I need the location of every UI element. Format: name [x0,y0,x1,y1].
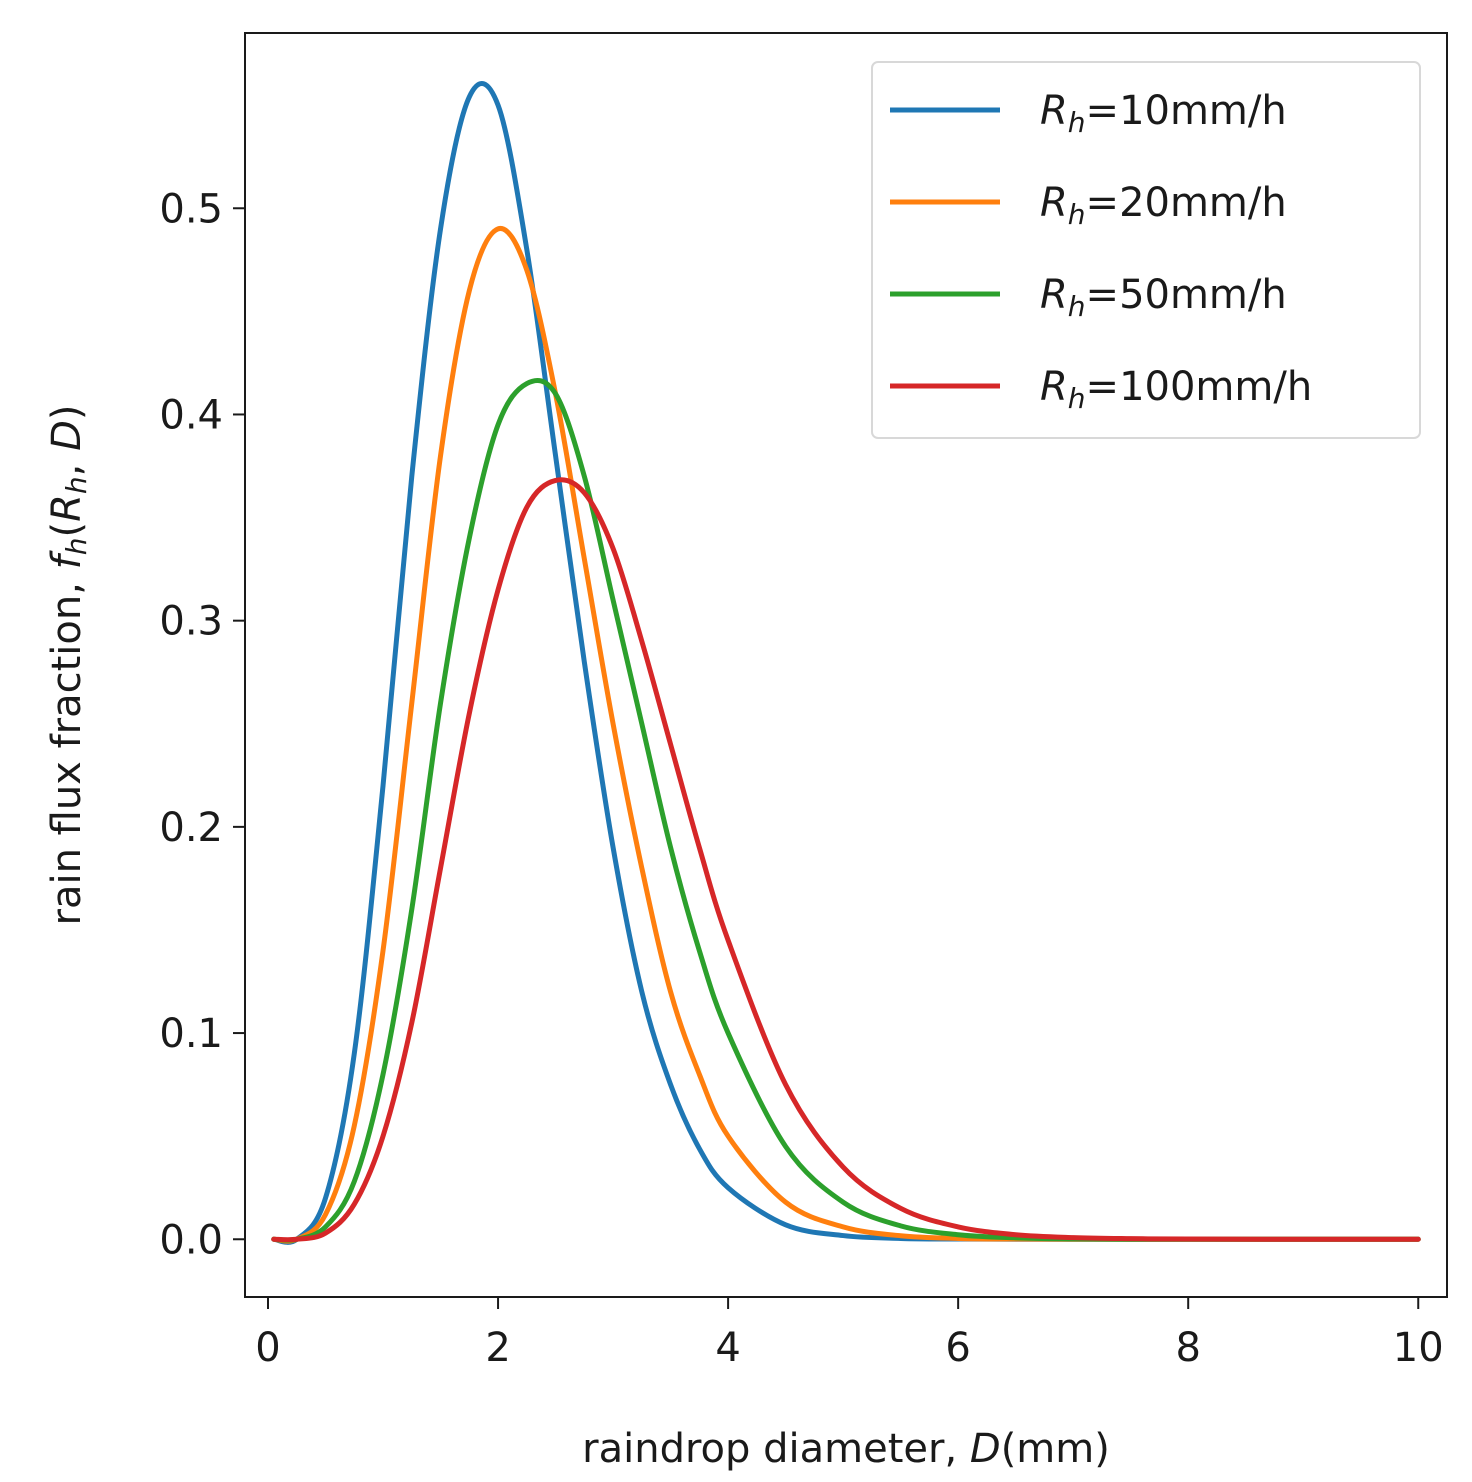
y-axis-label-close: ) [44,404,90,420]
legend-label-2: Rh=20mm/h [1040,180,1287,231]
legend-label-var: R [1040,88,1068,134]
series-layer [271,81,1421,1245]
y-axis-label-func-sub: h [60,538,93,556]
y-axis-label-arg1-sub: h [60,476,93,494]
legend-label-3: Rh=50mm/h [1040,272,1287,323]
x-axis: 0 2 4 6 8 10 [255,1297,1444,1371]
legend-label-text: =20mm/h [1086,180,1287,226]
y-axis: 0.0 0.1 0.2 0.3 0.4 0.5 [159,186,245,1263]
x-tick-label: 0 [255,1325,280,1371]
x-tick-label: 8 [1175,1325,1200,1371]
legend-label-4: Rh=100mm/h [1040,364,1312,415]
x-tick-label: 2 [485,1325,510,1371]
x-axis-label: raindrop diameter, D(mm) [582,1426,1110,1472]
x-axis-label-suffix: (mm) [1001,1426,1110,1472]
legend-box [871,61,1421,439]
x-tick-label: 10 [1393,1325,1444,1371]
legend-label-text: =100mm/h [1086,364,1313,410]
legend-label-sub: h [1068,290,1086,323]
y-tick-label: 0.0 [159,1217,223,1263]
legend-label-sub: h [1068,106,1086,139]
legend: Rh=10mm/hRh=20mm/hRh=50mm/hRh=100mm/h [871,61,1421,439]
y-tick-label: 0.3 [159,599,223,645]
legend-entries: Rh=10mm/hRh=20mm/hRh=50mm/hRh=100mm/h [890,88,1312,415]
x-tick-label: 4 [715,1325,740,1371]
y-axis-label-sep: , [44,451,90,476]
y-axis-label: rain flux fraction, fh(Rh, D) [44,404,93,925]
legend-label-text: =10mm/h [1086,88,1287,134]
legend-label-sub: h [1068,198,1086,231]
y-tick-label: 0.5 [159,186,223,232]
legend-label-var: R [1040,272,1068,318]
plot-frame [244,32,1448,1298]
y-axis-label-open: ( [44,522,90,538]
y-tick-label: 0.2 [159,805,223,851]
y-axis-label-arg2: D [44,420,90,451]
legend-label-sub: h [1068,382,1086,415]
y-axis-label-prefix: rain flux fraction, [44,569,90,925]
x-axis-label-prefix: raindrop diameter, [582,1426,970,1472]
legend-label-var: R [1040,364,1068,410]
x-tick-label: 6 [945,1325,970,1371]
y-tick-label: 0.1 [159,1011,223,1057]
legend-label-1: Rh=10mm/h [1040,88,1287,139]
x-axis-label-var: D [970,1426,1001,1472]
legend-label-text: =50mm/h [1086,272,1287,318]
y-axis-label-arg1: R [44,494,90,522]
legend-label-var: R [1040,180,1068,226]
series-line-4 [271,477,1421,1243]
y-tick-label: 0.4 [159,392,223,438]
